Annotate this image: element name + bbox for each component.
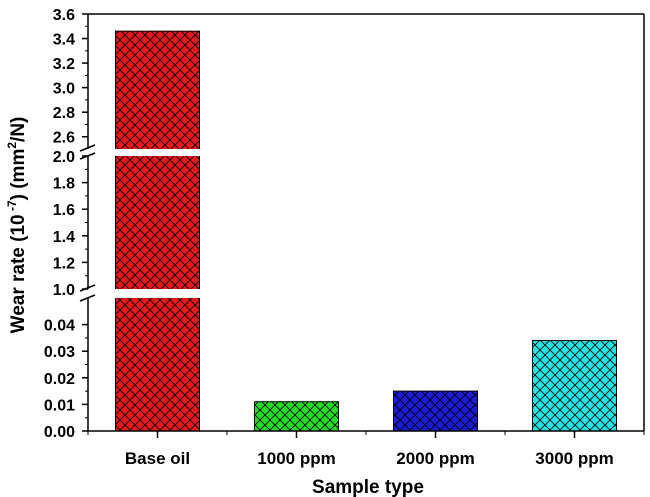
bar-hatch bbox=[393, 391, 478, 431]
y-tick-label: 1.2 bbox=[53, 255, 75, 272]
x-category-label: 1000 ppm bbox=[257, 449, 335, 468]
x-category-label: 3000 ppm bbox=[535, 449, 613, 468]
y-axis-title-unit-sup: 2 bbox=[5, 142, 19, 149]
x-category-label: Base oil bbox=[125, 449, 190, 468]
axis-break-gap bbox=[78, 289, 644, 298]
x-axis-title: Sample type bbox=[312, 477, 424, 497]
y-tick-label: 3.6 bbox=[53, 7, 75, 24]
bar-hatch bbox=[115, 31, 200, 431]
bar-3 bbox=[532, 340, 617, 432]
y-tick-label: 0.02 bbox=[44, 371, 75, 388]
y-tick-label: 2.6 bbox=[53, 130, 75, 147]
y-axis-title: Wear rate (10 -7) (mm2/N) bbox=[5, 117, 29, 334]
bar-2 bbox=[393, 390, 478, 432]
bar-0 bbox=[115, 30, 200, 432]
y-tick-label: 2.8 bbox=[53, 105, 75, 122]
y-axis-title-prefix: Wear rate (10 bbox=[8, 214, 29, 333]
bars-layer bbox=[78, 30, 644, 432]
bar-hatch bbox=[532, 340, 617, 431]
y-axis-ticks: 0.00 0.01 0.02 0.03 0.04 1.0 1.2 1.4 1.6 1.8 2.0 2.… bbox=[44, 7, 88, 441]
axis-break-gap bbox=[78, 149, 644, 156]
x-category-label: 2000 ppm bbox=[396, 449, 474, 468]
x-axis-ticks: Base oil 1000 ppm 2000 ppm 3000 ppm bbox=[87, 431, 645, 468]
y-tick-label: 3.0 bbox=[53, 81, 75, 98]
y-tick-label: 1.8 bbox=[53, 176, 75, 193]
axis-break-mark bbox=[79, 294, 96, 302]
y-tick-label: 2.0 bbox=[53, 149, 75, 166]
y-tick-label: 0.00 bbox=[44, 424, 75, 441]
y-axis-title-exponent: -7 bbox=[5, 200, 19, 214]
y-tick-label: 3.2 bbox=[53, 56, 75, 73]
y-tick-label: 0.03 bbox=[44, 344, 75, 361]
y-axis-title-middle: ) (mm bbox=[8, 149, 29, 201]
y-axis-title-suffix: /N) bbox=[8, 117, 29, 142]
y-tick-label: 1.4 bbox=[53, 229, 75, 246]
y-tick-label: 1.0 bbox=[53, 282, 75, 299]
bar-1 bbox=[254, 401, 339, 432]
y-tick-label: 3.4 bbox=[53, 32, 75, 49]
axis-break-mark bbox=[79, 284, 96, 292]
y-tick-label: 0.01 bbox=[44, 397, 75, 414]
y-tick-label: 1.6 bbox=[53, 202, 75, 219]
y-tick-label: 0.04 bbox=[44, 318, 75, 335]
bar-hatch bbox=[254, 401, 339, 431]
axis-break-mark bbox=[79, 144, 96, 152]
